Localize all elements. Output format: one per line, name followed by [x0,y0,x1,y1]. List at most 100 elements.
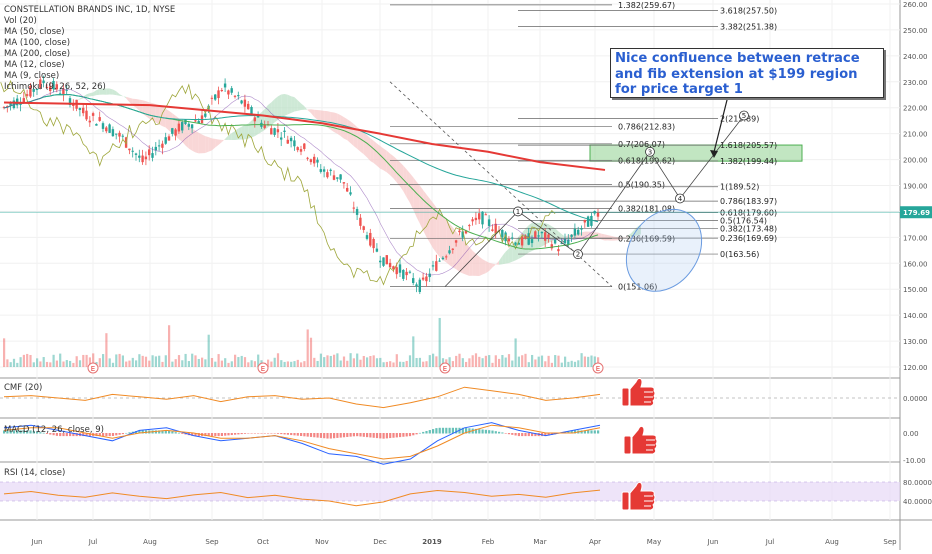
ichimoku-cloud-segment [463,239,466,274]
candle-body [412,278,414,283]
annotation-callout[interactable]: Nice confluence between retrace and fib … [610,48,884,98]
volume-bar [343,357,345,367]
y-tick-label: 130.00 [903,338,928,346]
candle-body [488,219,490,226]
x-tick-label: Jul [88,538,98,546]
volume-bar [128,361,130,367]
volume-bar [270,362,272,367]
candle-body [389,263,391,267]
macd-histogram-bar [379,433,381,438]
candle-body [310,159,312,162]
candle-body [491,229,493,230]
volume-bar [501,355,503,367]
candle-body [366,235,368,239]
volume-bar [439,318,441,367]
volume-bar [99,358,101,367]
ichimoku-cloud-segment [189,126,192,150]
candle-body [495,224,497,233]
volume-bar [478,357,480,367]
volume-bar [425,361,427,367]
volume-bar [491,363,493,367]
ichimoku-cloud-segment [601,234,604,241]
candle-body [396,267,398,274]
candle-body [409,272,411,273]
volume-bar [564,357,566,367]
fib-ext-label: 0.786(183.97) [720,197,777,206]
indicator-y-tick: 80.0000 [903,479,932,487]
macd-histogram-bar [224,433,226,436]
volume-bar [46,362,48,367]
macd-histogram-bar [416,433,418,434]
volume-bar [534,359,536,367]
x-tick-label: Apr [589,538,601,546]
volume-bar [62,361,64,367]
candle-body [445,256,447,257]
macd-histogram-bar [505,433,507,434]
volume-bar [396,354,398,367]
volume-bar [59,354,61,367]
volume-bar [518,357,520,367]
ichimoku-cloud-segment [360,129,363,154]
volume-bar [392,362,394,367]
volume-bar [336,353,338,367]
macd-histogram-bar [211,433,213,436]
candle-body [132,151,134,152]
fib-retrace-label: 0.786(212.83) [618,122,675,131]
candle-body [475,218,477,220]
y-tick-label: 190.00 [903,183,928,191]
volume-bar [23,355,25,367]
macd-histogram-bar [333,433,335,438]
volume-bar [333,355,335,367]
candle-body [379,261,381,263]
macd-histogram-bar [346,433,348,437]
ichimoku-cloud-segment [110,89,113,95]
volume-bar [247,362,249,367]
volume-bar [132,358,134,367]
candle-body [349,192,351,194]
y-tick-label: 200.00 [903,157,928,165]
ichimoku-cloud-segment [374,141,377,166]
fib-retrace-label: 1.382(259.67) [618,1,675,10]
macd-histogram-bar [425,431,427,434]
volume-bar [254,361,256,367]
candle-body [191,124,193,128]
volume-bar [521,355,523,367]
candle-body [297,147,299,150]
volume-bar [138,354,140,367]
volume-bar [432,354,434,367]
macd-histogram-bar [317,433,319,438]
volume-bar [581,353,583,367]
volume-bar [36,358,38,367]
fib-ext-label: 3.382(251.38) [720,22,777,31]
macd-histogram-bar [320,433,322,438]
last-price-label: 179.69 [903,209,930,217]
candle-body [531,239,533,243]
volume-bar [416,358,418,367]
volume-bar [214,362,216,367]
macd-histogram-bar [406,433,408,436]
candle-body [448,250,450,253]
candle-body [376,249,378,252]
y-tick-label: 220.00 [903,105,928,113]
macd-histogram-bar [429,430,431,433]
volume-bar [231,361,233,367]
macd-histogram-bar [119,433,121,435]
macd-histogram-bar [498,432,500,434]
candle-body [214,95,216,100]
candle-body [471,219,473,221]
candle-body [135,153,137,154]
candle-body [122,136,124,137]
candle-body [478,213,480,219]
macd-histogram-bar [488,430,490,433]
fib-ext-label: 0(163.56) [720,250,759,259]
macd-histogram-bar [597,430,599,433]
candle-body [485,214,487,215]
y-tick-label: 160.00 [903,260,928,268]
candle-body [247,104,249,109]
candle-body [415,284,417,286]
y-tick-label: 260.00 [903,1,928,9]
macd-histogram-bar [445,428,447,434]
candle-body [435,261,437,271]
candle-body [330,170,332,171]
volume-bar [20,357,22,367]
